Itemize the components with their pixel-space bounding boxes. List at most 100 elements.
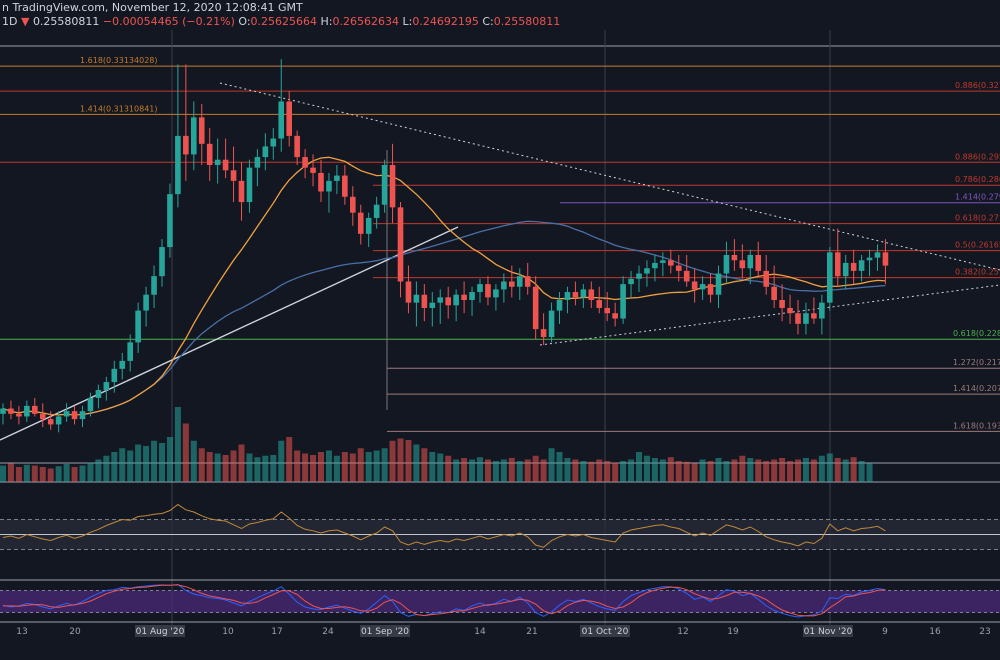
candle-body xyxy=(516,276,523,287)
candle-body xyxy=(429,302,436,308)
volume-bar xyxy=(421,448,428,482)
candle-body xyxy=(71,411,78,420)
candle xyxy=(32,397,38,417)
candle xyxy=(771,265,777,308)
candle-body xyxy=(556,300,563,311)
candle-body xyxy=(143,294,149,311)
volume-bar xyxy=(31,465,38,482)
date-badge xyxy=(135,625,185,637)
volume-bar xyxy=(190,440,197,482)
candle xyxy=(787,294,793,324)
volume-bar xyxy=(174,407,181,482)
candle xyxy=(834,228,841,287)
candle-body xyxy=(874,252,881,258)
volume-bar xyxy=(699,459,706,482)
candle-body xyxy=(461,294,467,300)
volume-bar xyxy=(222,455,229,482)
volume-bar xyxy=(95,459,102,482)
x-tick-label: 14 xyxy=(474,627,486,637)
rsi-line xyxy=(2,503,886,548)
candle-body xyxy=(604,307,610,314)
volume-bar xyxy=(318,452,324,482)
header-source: n TradingView.com, November 12, 2020 12:… xyxy=(2,1,303,14)
candle xyxy=(413,281,420,327)
volume-bar xyxy=(389,440,396,482)
candle xyxy=(421,284,428,322)
x-tick-label: 01 Sep '20 xyxy=(361,627,409,637)
candle-body xyxy=(334,175,340,181)
candle xyxy=(95,384,102,409)
candle xyxy=(71,405,78,425)
fib-level-label: 0.5(0.26165 xyxy=(955,241,1000,250)
candle xyxy=(389,143,396,224)
volume-bar xyxy=(413,444,420,482)
candle xyxy=(310,154,316,187)
volume-bar xyxy=(429,452,436,482)
candle xyxy=(461,281,467,314)
candle-body xyxy=(230,170,237,181)
candle xyxy=(588,281,595,308)
volume-bar xyxy=(580,461,587,482)
volume-bar xyxy=(453,459,460,482)
fib-level-label: 1.414(0.20743 xyxy=(953,384,1000,393)
candle-body xyxy=(16,413,22,417)
volume-bar xyxy=(349,453,356,482)
volume-bar xyxy=(779,458,786,482)
candle xyxy=(16,405,22,425)
candle-body xyxy=(421,294,428,308)
volume-bar xyxy=(437,453,444,482)
candle xyxy=(111,360,118,393)
candle xyxy=(755,241,762,277)
candle-body xyxy=(389,165,396,208)
volume-bar xyxy=(87,462,94,482)
date-badge xyxy=(360,625,410,637)
candle-body xyxy=(318,172,324,192)
x-tick-label: 01 Aug '20 xyxy=(136,627,185,637)
candle xyxy=(294,130,300,165)
moving-averages xyxy=(2,156,886,416)
candle xyxy=(222,138,229,179)
candle-body xyxy=(326,180,332,192)
high-label: H: xyxy=(320,15,333,28)
volume-bar xyxy=(397,438,404,482)
candle-body xyxy=(699,284,706,290)
fib-level-label: 0.886(0.32193 xyxy=(955,81,1000,90)
open-value: 0.25625664 xyxy=(250,15,318,28)
x-tick-label: 23 xyxy=(979,627,990,637)
candle-body xyxy=(191,117,197,155)
candle xyxy=(540,313,547,345)
candle-body xyxy=(151,276,157,295)
candle xyxy=(493,284,499,311)
volume-bar xyxy=(604,461,611,482)
volume-bar xyxy=(739,455,746,482)
candle-body xyxy=(469,292,475,300)
candle-body xyxy=(771,286,777,300)
volume-bar xyxy=(55,466,62,482)
candle xyxy=(24,400,30,422)
volume-bar xyxy=(79,465,86,482)
candle-body xyxy=(644,268,650,274)
candle-body xyxy=(747,255,754,269)
candle-body xyxy=(668,260,674,266)
fib-level-label: 0.786(0.28637 xyxy=(955,175,1000,184)
candle xyxy=(620,276,626,324)
candle-body xyxy=(532,286,539,330)
candle-body xyxy=(32,405,38,414)
candle xyxy=(334,165,340,195)
fib-level-label: 0.886(0.29502 xyxy=(955,152,1000,161)
candle-body xyxy=(493,289,499,298)
volume-bar xyxy=(302,453,309,482)
timeframe[interactable]: 1D xyxy=(2,15,18,28)
candle xyxy=(286,90,292,147)
candle-body xyxy=(485,284,491,298)
candle xyxy=(127,334,133,372)
x-tick-label: 21 xyxy=(526,627,537,637)
fib-level-label: 1.618(0.33134028) xyxy=(80,56,158,65)
candle xyxy=(572,281,579,306)
volume-bar xyxy=(286,437,293,482)
candle-body xyxy=(834,252,841,277)
x-tick-label: 24 xyxy=(322,627,334,637)
x-tick-label: 01 Nov '20 xyxy=(804,627,853,637)
volume-bar xyxy=(516,461,523,482)
